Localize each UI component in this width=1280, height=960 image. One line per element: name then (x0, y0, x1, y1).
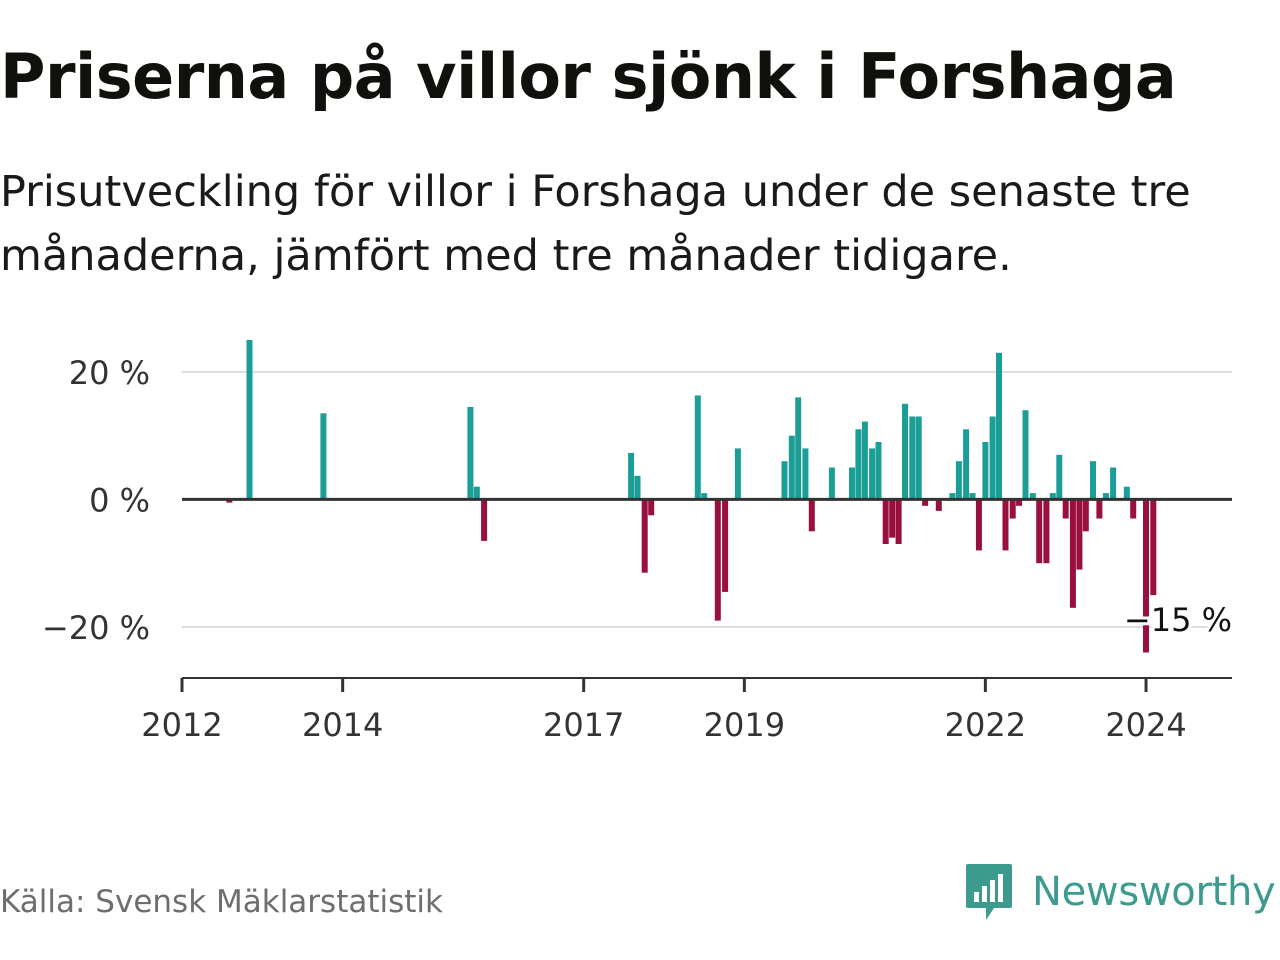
source-note: Källa: Svensk Mäklarstatistik (0, 884, 443, 920)
x-tick-label: 2012 (141, 706, 222, 744)
bar (1076, 499, 1083, 570)
x-tick-label: 2022 (945, 706, 1026, 744)
bar (648, 499, 655, 516)
bar (714, 499, 721, 621)
bar (1069, 499, 1076, 608)
bar (1002, 499, 1009, 551)
bar (641, 499, 648, 573)
bar (1082, 499, 1089, 532)
bar (226, 499, 233, 503)
chart-subtitle: Prisutveckling för villor i Forshaga und… (0, 167, 1191, 281)
bar (1056, 454, 1063, 500)
x-tick-label: 2024 (1105, 706, 1186, 744)
bar (935, 499, 942, 511)
bar (481, 499, 488, 541)
bar (869, 448, 876, 500)
bar (949, 493, 956, 500)
bar (1130, 499, 1137, 519)
axes (180, 497, 1232, 692)
bar (1102, 493, 1109, 500)
bar (734, 448, 741, 500)
y-tick-label: −20 % (42, 609, 150, 647)
bar (1150, 499, 1157, 596)
bar (915, 416, 922, 500)
bar (969, 493, 976, 500)
bar (802, 448, 809, 500)
bar (909, 416, 916, 500)
bar (828, 467, 835, 500)
bar (246, 340, 253, 500)
bar (628, 452, 635, 500)
bar (1009, 499, 1016, 519)
bar (781, 461, 788, 500)
x-tick-label: 2014 (302, 706, 383, 744)
bar (902, 403, 908, 500)
bar (861, 421, 868, 500)
bar (1062, 499, 1069, 519)
bar (1110, 467, 1117, 500)
bar (1090, 461, 1096, 500)
bar (795, 397, 802, 500)
x-tick-label: 2017 (543, 706, 624, 744)
bar (982, 442, 989, 500)
bar (788, 435, 795, 500)
bar (701, 493, 708, 500)
last-value-annotation: −15 % (1124, 601, 1232, 639)
bar (467, 407, 474, 500)
bar (895, 499, 902, 544)
bar-chart: 20 % 0 % −20 % 2012 2014 2017 2019 2022 2024 −15 … (41, 340, 1235, 744)
y-tick-label: 0 % (89, 481, 150, 519)
brand-name: Newsworthy (1032, 869, 1276, 915)
bar (1096, 499, 1103, 519)
bar (1022, 410, 1029, 500)
bar (989, 416, 996, 500)
bar (975, 499, 982, 551)
newsworthy-logo[interactable]: Newsworthy (964, 862, 1276, 922)
bar (1036, 499, 1043, 564)
bar (996, 352, 1002, 500)
bar (808, 499, 815, 532)
bar (1123, 486, 1130, 500)
bar (473, 486, 480, 500)
bar (694, 395, 701, 500)
bar (882, 499, 889, 544)
bar (889, 499, 896, 538)
bar (722, 499, 729, 592)
chart-title: Priserna på villor sjönk i Forshaga (0, 40, 1177, 113)
bar (875, 442, 882, 500)
bar (1043, 499, 1050, 564)
bar (1029, 493, 1036, 500)
bar (634, 475, 641, 500)
y-tick-label: 20 % (69, 354, 150, 392)
x-tick-label: 2019 (704, 706, 785, 744)
newsworthy-chart-icon (966, 864, 1012, 920)
gridlines (182, 370, 1232, 628)
bar (855, 429, 862, 500)
bar (849, 467, 855, 500)
bar (922, 499, 929, 506)
labels: 20 % 0 % −20 % 2012 2014 2017 2019 2022 2024 −15 … (42, 354, 1235, 744)
bar (1143, 499, 1149, 653)
bars (226, 340, 1157, 653)
bar (1016, 499, 1023, 506)
bar (963, 429, 970, 500)
bar (955, 461, 962, 500)
bar (320, 413, 327, 500)
bar (1049, 493, 1056, 500)
